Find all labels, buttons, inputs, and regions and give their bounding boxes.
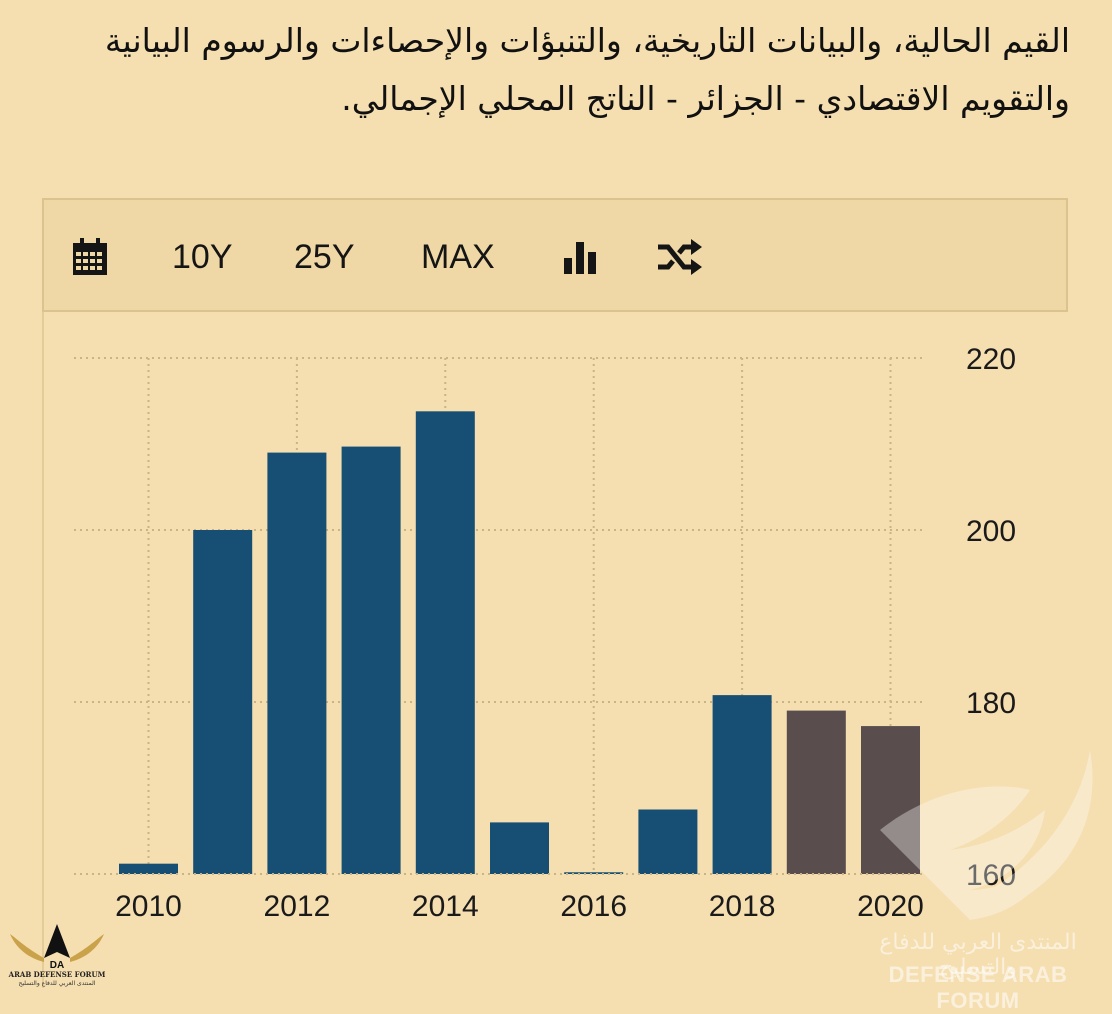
- bar-2017[interactable]: [638, 809, 698, 875]
- range-10y-button[interactable]: 10Y: [172, 237, 233, 276]
- calendar-icon[interactable]: [72, 200, 108, 314]
- svg-text:DA: DA: [50, 960, 64, 970]
- bar-2010[interactable]: [119, 863, 178, 874]
- chart-widget: 10Y 25Y MAX 1601802002202010201220142: [42, 198, 1068, 988]
- bar-2014[interactable]: [415, 411, 475, 874]
- x-tick-label: 2014: [412, 890, 479, 923]
- range-max-button[interactable]: MAX: [421, 237, 495, 276]
- bar-2019[interactable]: [786, 710, 846, 874]
- bar-2013[interactable]: [341, 446, 401, 874]
- watermark-wings-icon: [880, 750, 1093, 920]
- x-tick-label: 2018: [709, 890, 776, 923]
- x-tick-label: 2010: [115, 890, 182, 923]
- bar-chart-icon[interactable]: [562, 200, 600, 314]
- shuffle-icon[interactable]: [656, 200, 702, 314]
- x-tick-label: 2020: [857, 890, 924, 923]
- forum-logo: DA ARAB DEFENSE FORUM المنتدى العربي للد…: [6, 918, 108, 994]
- logo-title: ARAB DEFENSE FORUM: [8, 970, 106, 979]
- bar-chart: 160 180 200 220 2010 2012 2014 2016 2018 2020: [74, 343, 1016, 923]
- chart-toolbar: 10Y 25Y MAX: [42, 198, 1068, 312]
- y-tick-label: 200: [966, 515, 1016, 548]
- y-tick-label: 180: [966, 687, 1016, 720]
- x-tick-label: 2012: [264, 890, 331, 923]
- bar-2016[interactable]: [564, 872, 624, 874]
- x-tick-label: 2016: [560, 890, 627, 923]
- bar-2012[interactable]: [267, 452, 327, 874]
- bar-2020[interactable]: [861, 726, 920, 874]
- y-tick-label: 160: [966, 859, 1016, 892]
- range-25y-button[interactable]: 25Y: [294, 237, 355, 276]
- eagle-logo-icon: DA: [10, 924, 104, 971]
- watermark-english: DEFENSE ARAB FORUM: [888, 962, 1068, 1013]
- chart-area: 160 180 200 220 2010 2012 2014 2016 2018 2020: [42, 312, 1068, 988]
- bar-2018[interactable]: [712, 695, 772, 874]
- watermark-arabic: المنتدى العربي للدفاع والتسليح: [879, 930, 1077, 980]
- logo-subtitle: المنتدى العربي للدفاع والتسليح: [18, 980, 96, 987]
- bar-2015[interactable]: [490, 822, 549, 874]
- page-title: القيم الحالية، والبيانات التاريخية، والت…: [104, 21, 1070, 118]
- y-tick-label: 220: [966, 343, 1016, 376]
- bar-2011[interactable]: [193, 530, 253, 874]
